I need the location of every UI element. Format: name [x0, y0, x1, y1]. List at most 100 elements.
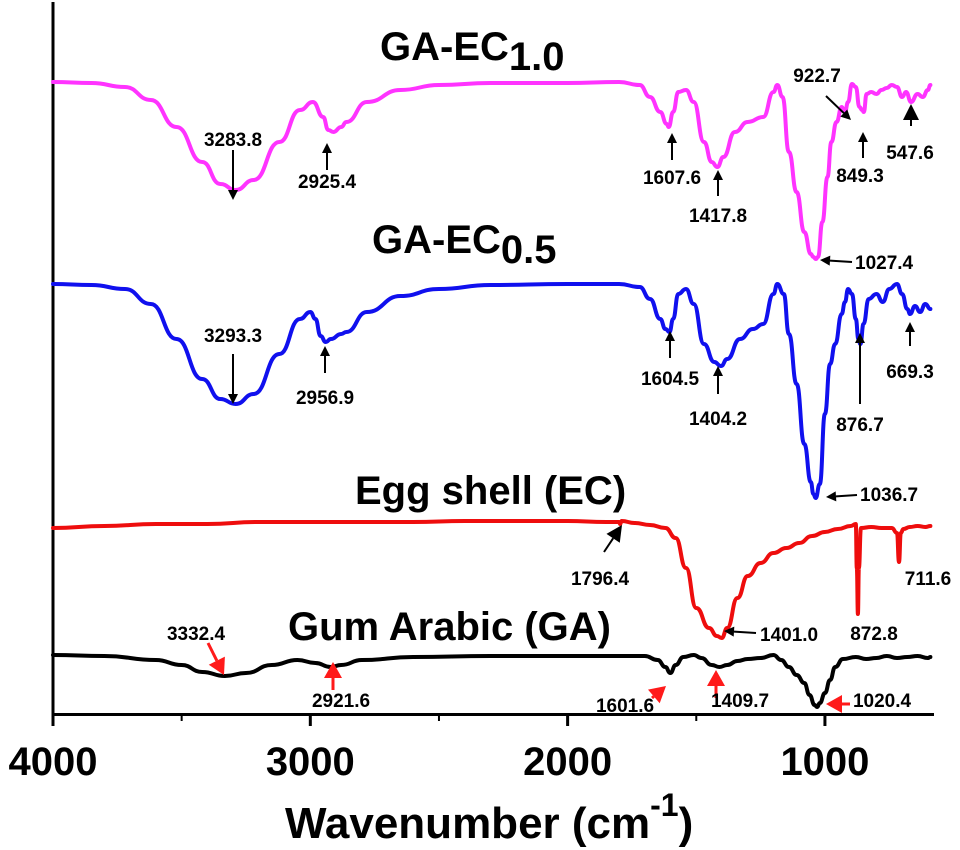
peak-label-2921-6: 2921.6 — [312, 691, 370, 712]
peak-label-3283-8: 3283.8 — [204, 130, 262, 151]
peak-label-1404-2: 1404.2 — [689, 409, 747, 430]
x-axis-title-sup: -1 — [650, 787, 678, 823]
peak-annotation-2921-6: 2921.6 — [312, 662, 370, 712]
peak-arrow-head-3332-4 — [208, 656, 225, 675]
series-line-ga-ec-0-5 — [51, 282, 933, 500]
series-title-egg-shell: Egg shell (EC) — [355, 469, 626, 513]
peak-annotation-872-8: 872.8 — [850, 624, 898, 645]
peak-annotation-1401-0: 1401.0 — [724, 625, 818, 646]
x-axis-tick-labels: 4000 3000 2000 1000 — [9, 740, 870, 784]
peak-annotation-1409-7: 1409.7 — [707, 670, 769, 712]
peak-annotation-1036-7: 1036.7 — [826, 485, 918, 506]
peak-label-1601-6: 1601.6 — [596, 696, 654, 717]
peak-arrow-shaft-1601-6 — [651, 695, 655, 700]
peak-label-1607-6: 1607.6 — [643, 168, 701, 189]
peak-annotation-922-7: 922.7 — [793, 66, 851, 120]
peak-arrow-head-922-7 — [840, 109, 851, 120]
peak-annotation-1607-6: 1607.6 — [643, 133, 701, 189]
x-tick-label-1000: 1000 — [780, 740, 869, 784]
peak-arrow-shaft-1796-4 — [603, 537, 614, 553]
x-axis-title: Wavenumber (cm-1) — [285, 787, 693, 848]
peak-arrow-head-3293-3 — [228, 394, 238, 404]
peak-arrow-head-3283-8 — [228, 190, 238, 200]
peak-label-849-3: 849.3 — [836, 166, 884, 187]
peak-arrow-shaft-922-7 — [825, 95, 845, 114]
series-title-gum-arabic: Gum Arabic (GA) — [288, 605, 611, 649]
series-line-egg-shell — [51, 518, 933, 640]
peak-arrow-head-2925-4 — [322, 143, 332, 153]
peak-label-1409-7: 1409.7 — [711, 691, 769, 712]
x-tick-label-2000: 2000 — [523, 740, 612, 784]
peak-arrow-head-1601-6 — [647, 686, 666, 704]
peak-arrow-head-669-3 — [905, 322, 915, 332]
peak-arrow-head-2956-9 — [320, 346, 330, 356]
peak-arrow-head-849-3 — [858, 132, 868, 142]
peak-annotation-711-6: 711.6 — [905, 569, 952, 590]
peak-label-2956-9: 2956.9 — [296, 388, 354, 409]
spectra-lines — [51, 80, 933, 709]
series-title-ga-ec-1-0: GA-EC1.0 — [380, 25, 565, 79]
peak-annotation-2925-4: 2925.4 — [298, 143, 357, 193]
peak-label-3293-3: 3293.3 — [204, 326, 262, 347]
peak-arrow-head-1036-7 — [826, 491, 837, 502]
peak-annotation-1796-4: 1796.4 — [571, 525, 630, 590]
peak-annotation-547-6: 547.6 — [886, 104, 934, 164]
peak-arrow-head-1401-0 — [724, 626, 735, 637]
peak-annotation-669-3: 669.3 — [886, 322, 934, 383]
peak-label-876-7: 876.7 — [836, 415, 884, 436]
peak-label-2925-4: 2925.4 — [298, 172, 357, 193]
peak-annotations: 3283.8 2925.4 1607.6 1417.8 1027.4 922.7 849.3… — [167, 66, 951, 717]
peak-arrow-head-1020-4 — [826, 695, 842, 713]
peak-annotation-849-3: 849.3 — [836, 132, 884, 187]
x-axis-title-main: Wavenumber (cm — [285, 799, 650, 848]
peak-label-669-3: 669.3 — [886, 362, 934, 383]
peak-annotation-876-7: 876.7 — [836, 333, 884, 436]
peak-label-1401-0: 1401.0 — [760, 625, 818, 646]
peak-annotation-3283-8: 3283.8 — [204, 130, 262, 200]
peak-arrow-head-2921-6 — [324, 662, 342, 678]
series-title-ga-ec-1-0-sub: 1.0 — [509, 35, 565, 79]
peak-arrow-shaft-1027-4 — [829, 259, 853, 263]
peak-arrow-head-1796-4 — [606, 525, 622, 543]
peak-arrow-head-1409-7 — [707, 670, 725, 686]
series-title-ga-ec-0-5: GA-EC0.5 — [372, 218, 557, 272]
peak-label-1020-4: 1020.4 — [853, 691, 912, 712]
peak-label-1417-8: 1417.8 — [689, 206, 747, 227]
peak-annotation-1601-6: 1601.6 — [596, 686, 666, 717]
peak-arrow-shaft-1036-7 — [835, 494, 858, 498]
peak-arrow-head-1604-5 — [665, 331, 675, 341]
peak-arrow-head-547-6 — [903, 104, 919, 120]
peak-label-711-6: 711.6 — [905, 569, 952, 590]
peak-annotation-1020-4: 1020.4 — [826, 691, 911, 713]
peak-annotation-1404-2: 1404.2 — [689, 366, 747, 430]
peak-arrow-head-876-7 — [855, 333, 865, 343]
peak-arrow-shaft-1401-0 — [733, 630, 757, 634]
peak-label-1604-5: 1604.5 — [641, 369, 700, 390]
peak-arrow-head-1417-8 — [713, 170, 723, 180]
x-axis-title-end: ) — [679, 799, 694, 848]
peak-annotation-1417-8: 1417.8 — [689, 170, 747, 227]
x-tick-label-4000: 4000 — [9, 740, 98, 784]
peak-label-547-6: 547.6 — [886, 143, 934, 164]
x-axis-ticks — [51, 714, 827, 726]
series-title-ga-ec-0-5-sub: 0.5 — [501, 228, 557, 272]
peak-arrow-head-1404-2 — [713, 366, 723, 376]
peak-annotation-1604-5: 1604.5 — [641, 331, 700, 390]
peak-label-922-7: 922.7 — [793, 66, 841, 87]
peak-annotation-3332-4: 3332.4 — [167, 624, 226, 675]
peak-label-1027-4: 1027.4 — [855, 253, 914, 274]
peak-annotation-3293-3: 3293.3 — [204, 326, 262, 404]
peak-arrow-shaft-3332-4 — [206, 642, 219, 662]
x-tick-label-3000: 3000 — [266, 740, 355, 784]
series-line-ga-ec-1-0 — [51, 80, 933, 261]
peak-arrow-head-1607-6 — [667, 133, 677, 143]
peak-label-872-8: 872.8 — [850, 624, 898, 645]
peak-annotation-1027-4: 1027.4 — [820, 253, 914, 274]
peak-label-1036-7: 1036.7 — [860, 485, 918, 506]
series-title-ga-ec-1-0-main: GA-EC — [380, 25, 509, 69]
peak-label-3332-4: 3332.4 — [167, 624, 226, 645]
series-title-ga-ec-0-5-main: GA-EC — [372, 218, 501, 262]
peak-arrow-head-1027-4 — [820, 255, 831, 266]
peak-label-1796-4: 1796.4 — [571, 569, 630, 590]
